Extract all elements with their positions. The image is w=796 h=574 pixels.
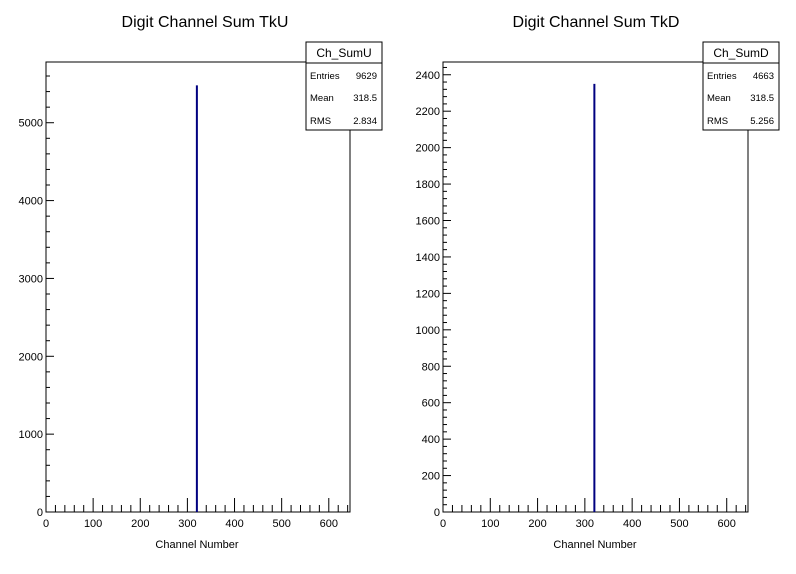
y-tick-label: 800 <box>422 361 440 373</box>
x-tick-label: 500 <box>670 518 688 530</box>
x-tick-label: 100 <box>84 518 102 530</box>
chart-title: Digit Channel Sum TkD <box>513 14 680 31</box>
x-axis-label: Channel Number <box>155 539 238 551</box>
histogram-panel-tkd: Digit Channel Sum TkD 020040060080010001… <box>416 14 780 551</box>
stats-box: Ch_SumD Entries 4663 Mean 318.5 RMS 5.25… <box>702 41 780 131</box>
stats-mean-value: 318.5 <box>353 93 377 104</box>
x-tick-label: 600 <box>718 518 736 530</box>
y-tick-label: 2400 <box>416 70 440 82</box>
stats-entries-label: Entries <box>707 71 737 82</box>
stats-box: Ch_SumU Entries 9629 Mean 318.5 RMS 2.83… <box>305 41 383 131</box>
stats-entries-value: 4663 <box>753 71 774 82</box>
x-tick-label: 400 <box>623 518 641 530</box>
y-axis: 0 200 400 600 800 1000 1200 1400 1600 1800 2000 220… <box>416 66 451 519</box>
y-tick-label: 4000 <box>19 196 43 208</box>
stats-rms-value: 5.256 <box>750 116 774 127</box>
stats-box-frame <box>702 41 780 131</box>
y-tick-label: 1600 <box>416 216 440 228</box>
stats-rms-label: RMS <box>707 116 728 127</box>
plot-frame <box>442 61 749 513</box>
x-axis-label: Channel Number <box>553 539 636 551</box>
histogram-panel-tku: Digit Channel Sum TkU 010002000300040005… <box>19 14 383 551</box>
y-tick-label: 1800 <box>416 179 440 191</box>
x-axis: 0 100 200 300 400 500 600 <box>440 498 747 530</box>
x-tick-label: 100 <box>481 518 499 530</box>
x-axis: 0 100 200 300 400 500 600 <box>43 498 349 530</box>
x-tick-label: 200 <box>528 518 546 530</box>
y-tick-label: 1000 <box>416 325 440 337</box>
histogram-bar <box>593 83 596 512</box>
stats-box-name: Ch_SumU <box>316 46 371 60</box>
x-tick-label: 0 <box>440 518 446 530</box>
x-tick-label: 300 <box>576 518 594 530</box>
y-tick-label: 400 <box>422 434 440 446</box>
y-tick-label: 0 <box>37 507 43 519</box>
y-tick-label: 2200 <box>416 106 440 118</box>
y-tick-label: 200 <box>422 471 440 483</box>
y-tick-label: 5000 <box>19 118 43 130</box>
chart-title: Digit Channel Sum TkU <box>122 14 289 31</box>
x-tick-label: 500 <box>272 518 290 530</box>
y-tick-label: 1000 <box>19 429 43 441</box>
y-tick-label: 3000 <box>19 273 43 285</box>
histogram-bar <box>195 85 198 513</box>
plot-frame <box>45 61 351 513</box>
stats-mean-label: Mean <box>707 93 731 104</box>
y-tick-label: 2000 <box>19 351 43 363</box>
stats-mean-label: Mean <box>310 93 334 104</box>
y-tick-label: 600 <box>422 398 440 410</box>
x-tick-label: 300 <box>178 518 196 530</box>
y-tick-label: 2000 <box>416 143 440 155</box>
stats-rms-label: RMS <box>310 116 331 127</box>
y-axis: 0 1000 2000 3000 4000 5000 <box>19 75 54 519</box>
y-tick-label: 1200 <box>416 288 440 300</box>
x-tick-label: 0 <box>43 518 49 530</box>
x-tick-label: 600 <box>320 518 338 530</box>
x-tick-label: 400 <box>225 518 243 530</box>
y-tick-label: 0 <box>434 507 440 519</box>
stats-rms-value: 2.834 <box>353 116 377 127</box>
stats-entries-value: 9629 <box>356 71 377 82</box>
stats-box-frame <box>305 41 383 131</box>
stats-mean-value: 318.5 <box>750 93 774 104</box>
stats-box-name: Ch_SumD <box>713 46 769 60</box>
histogram-bins <box>593 83 596 512</box>
stats-entries-label: Entries <box>310 71 340 82</box>
histogram-bins <box>195 85 198 513</box>
y-tick-label: 1400 <box>416 252 440 264</box>
x-tick-label: 200 <box>131 518 149 530</box>
